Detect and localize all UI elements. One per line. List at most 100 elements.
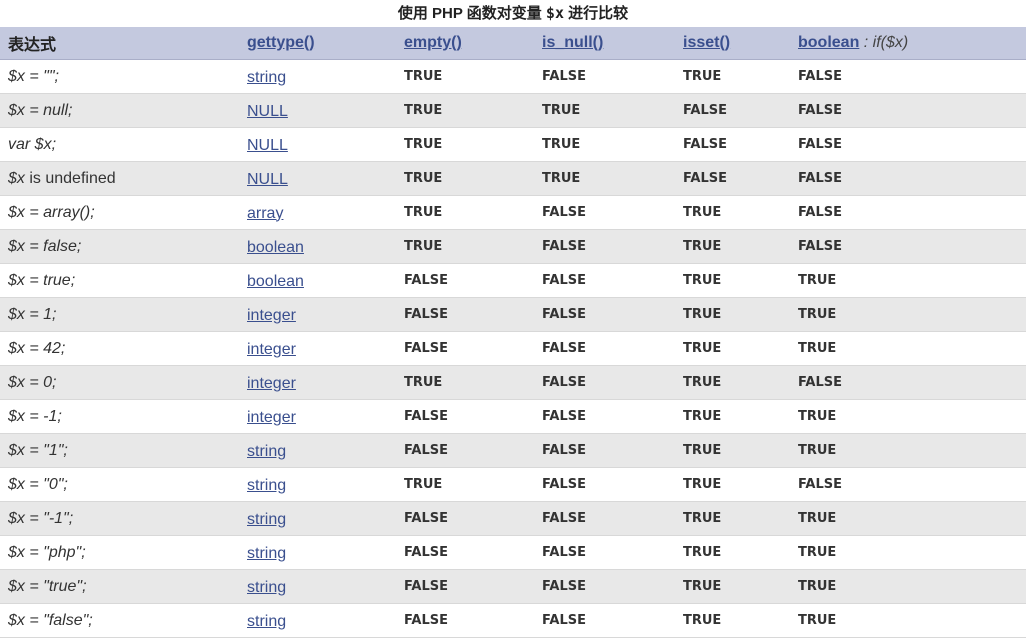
cell-expression: $x = "php"; xyxy=(0,535,239,570)
cell-empty: FALSE xyxy=(396,263,534,298)
caption-suffix: 进行比较 xyxy=(563,5,629,22)
type-link[interactable]: array xyxy=(247,204,284,222)
cell-expression: $x = "true"; xyxy=(0,569,239,604)
cell-is-null: FALSE xyxy=(534,501,675,536)
cell-isset: TRUE xyxy=(675,263,790,298)
table-row: $x = 1; integer FALSE FALSE TRUE TRUE xyxy=(0,297,1026,332)
cell-empty: TRUE xyxy=(396,127,534,162)
type-link[interactable]: string xyxy=(247,612,287,630)
table-row: $x = -1; integer FALSE FALSE TRUE TRUE xyxy=(0,399,1026,434)
type-link[interactable]: NULL xyxy=(247,170,288,188)
cell-boolean: FALSE xyxy=(790,467,1026,502)
cell-boolean: TRUE xyxy=(790,569,1026,604)
cell-is-null: FALSE xyxy=(534,297,675,332)
cell-expression: $x = "-1"; xyxy=(0,501,239,536)
type-link[interactable]: integer xyxy=(247,408,296,426)
header-boolean: boolean : if($x) xyxy=(790,27,1026,60)
cell-empty: FALSE xyxy=(396,603,534,638)
cell-boolean: TRUE xyxy=(790,263,1026,298)
cell-is-null: FALSE xyxy=(534,535,675,570)
caption-variable: $x xyxy=(545,4,564,22)
cell-gettype: NULL xyxy=(239,161,396,196)
cell-isset: TRUE xyxy=(675,433,790,468)
cell-is-null: FALSE xyxy=(534,263,675,298)
cell-empty: TRUE xyxy=(396,161,534,196)
type-link[interactable]: string xyxy=(247,68,287,86)
type-link[interactable]: integer xyxy=(247,374,296,392)
cell-empty: TRUE xyxy=(396,59,534,94)
table-header: 表达式 gettype() empty() is_null() isset() … xyxy=(0,27,1026,60)
cell-isset: TRUE xyxy=(675,365,790,400)
cell-boolean: FALSE xyxy=(790,229,1026,264)
cell-boolean: FALSE xyxy=(790,195,1026,230)
type-link[interactable]: NULL xyxy=(247,136,288,154)
isset-link[interactable]: isset() xyxy=(683,34,731,51)
cell-gettype: string xyxy=(239,603,396,638)
gettype-link[interactable]: gettype() xyxy=(247,34,315,51)
cell-gettype: string xyxy=(239,535,396,570)
header-isset: isset() xyxy=(675,27,790,60)
cell-empty: TRUE xyxy=(396,467,534,502)
cell-is-null: FALSE xyxy=(534,399,675,434)
cell-isset: TRUE xyxy=(675,603,790,638)
cell-empty: FALSE xyxy=(396,297,534,332)
cell-expression: $x = 0; xyxy=(0,365,239,400)
cell-gettype: NULL xyxy=(239,127,396,162)
type-link[interactable]: string xyxy=(247,476,287,494)
header-row: 表达式 gettype() empty() is_null() isset() … xyxy=(0,27,1026,60)
type-link[interactable]: string xyxy=(247,578,287,596)
cell-expression: $x = "false"; xyxy=(0,603,239,638)
header-gettype: gettype() xyxy=(239,27,396,60)
table-row: $x = "-1"; string FALSE FALSE TRUE TRUE xyxy=(0,501,1026,536)
cell-isset: TRUE xyxy=(675,195,790,230)
cell-boolean: TRUE xyxy=(790,433,1026,468)
cell-empty: FALSE xyxy=(396,535,534,570)
comparison-table: 表达式 gettype() empty() is_null() isset() … xyxy=(0,27,1026,638)
cell-gettype: boolean xyxy=(239,263,396,298)
type-link[interactable]: string xyxy=(247,544,287,562)
cell-boolean: FALSE xyxy=(790,161,1026,196)
cell-expression: $x = "1"; xyxy=(0,433,239,468)
cell-gettype: string xyxy=(239,59,396,94)
is-null-link[interactable]: is_null() xyxy=(542,34,604,51)
cell-empty: FALSE xyxy=(396,501,534,536)
cell-empty: FALSE xyxy=(396,399,534,434)
table-row: $x = ""; string TRUE FALSE TRUE FALSE xyxy=(0,59,1026,94)
cell-is-null: TRUE xyxy=(534,161,675,196)
empty-link[interactable]: empty() xyxy=(404,34,462,51)
cell-gettype: integer xyxy=(239,399,396,434)
cell-expression: $x = null; xyxy=(0,93,239,128)
cell-empty: TRUE xyxy=(396,229,534,264)
cell-boolean: FALSE xyxy=(790,127,1026,162)
boolean-link[interactable]: boolean xyxy=(798,34,860,51)
table-row: $x = "0"; string TRUE FALSE TRUE FALSE xyxy=(0,467,1026,502)
type-link[interactable]: NULL xyxy=(247,102,288,120)
cell-empty: FALSE xyxy=(396,331,534,366)
type-link[interactable]: integer xyxy=(247,340,296,358)
cell-boolean: TRUE xyxy=(790,501,1026,536)
type-link[interactable]: string xyxy=(247,442,287,460)
cell-is-null: FALSE xyxy=(534,467,675,502)
type-link[interactable]: boolean xyxy=(247,238,304,256)
cell-boolean: FALSE xyxy=(790,93,1026,128)
cell-is-null: TRUE xyxy=(534,93,675,128)
cell-expression: $x = true; xyxy=(0,263,239,298)
table-row: $x = true; boolean FALSE FALSE TRUE TRUE xyxy=(0,263,1026,298)
cell-isset: TRUE xyxy=(675,535,790,570)
cell-gettype: NULL xyxy=(239,93,396,128)
cell-isset: FALSE xyxy=(675,127,790,162)
cell-gettype: string xyxy=(239,467,396,502)
cell-expression: $x is undefined xyxy=(0,161,239,196)
type-link[interactable]: boolean xyxy=(247,272,304,290)
type-link[interactable]: string xyxy=(247,510,287,528)
cell-expression: $x = array(); xyxy=(0,195,239,230)
cell-boolean: FALSE xyxy=(790,59,1026,94)
type-link[interactable]: integer xyxy=(247,306,296,324)
table-row: $x = 42; integer FALSE FALSE TRUE TRUE xyxy=(0,331,1026,366)
table-row: $x = null; NULL TRUE TRUE FALSE FALSE xyxy=(0,93,1026,128)
cell-is-null: FALSE xyxy=(534,331,675,366)
cell-isset: TRUE xyxy=(675,229,790,264)
header-expression: 表达式 xyxy=(0,27,239,60)
cell-expression: $x = 1; xyxy=(0,297,239,332)
cell-isset: TRUE xyxy=(675,331,790,366)
